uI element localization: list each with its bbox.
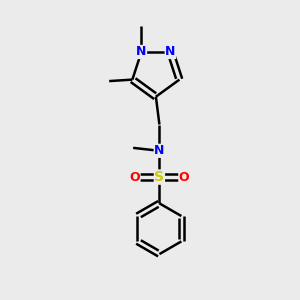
- Text: O: O: [179, 171, 190, 184]
- Text: N: N: [165, 46, 176, 59]
- Text: O: O: [129, 171, 140, 184]
- Text: N: N: [154, 144, 165, 157]
- Text: S: S: [154, 170, 164, 184]
- Text: N: N: [136, 46, 146, 59]
